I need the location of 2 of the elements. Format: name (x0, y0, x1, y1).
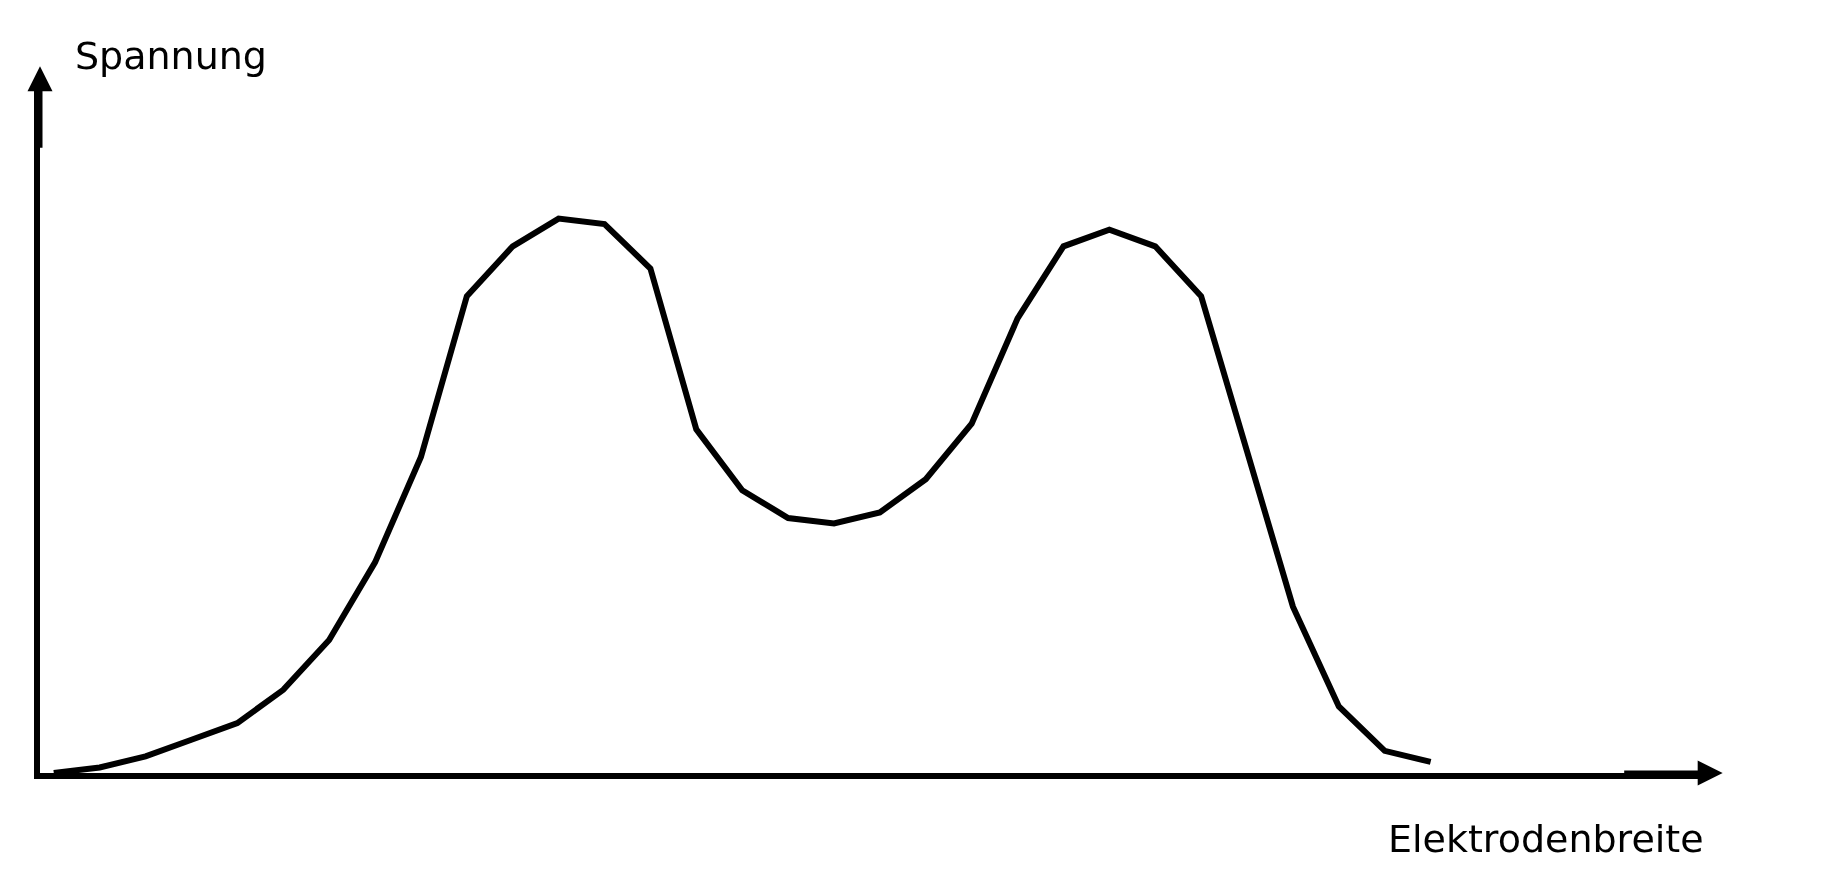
y-axis-title: Spannung (75, 34, 267, 78)
x-axis-title: Elektrodenbreite (1388, 817, 1704, 861)
